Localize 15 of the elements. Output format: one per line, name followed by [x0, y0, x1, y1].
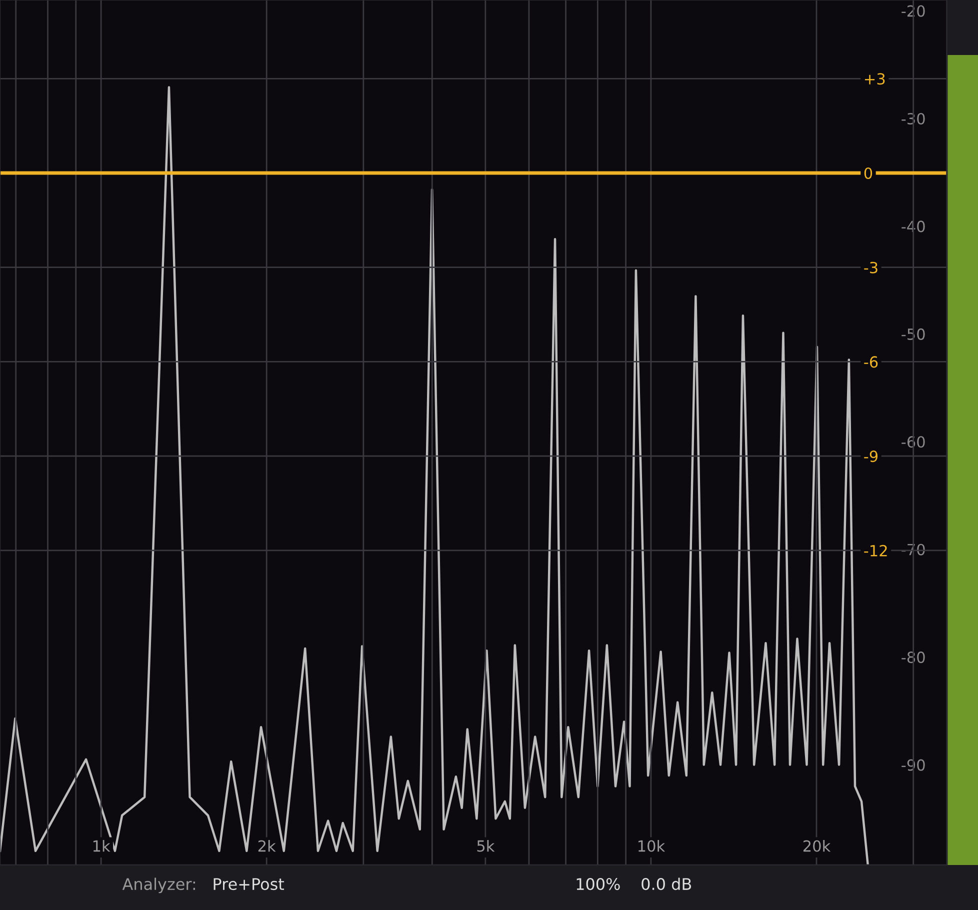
- text: 0.0 dB: [642, 878, 692, 890]
- y2-tick-label: 0: [864, 167, 872, 180]
- y2-tick-label: -6: [864, 356, 878, 368]
- x-tick-label: 20k: [803, 840, 831, 852]
- y2-tick-label: +3: [864, 73, 885, 85]
- y2-tick-label: -3: [864, 262, 878, 274]
- text: Pre+Post: [214, 878, 284, 890]
- text: 100%: [576, 878, 620, 890]
- x-tick-label: 10k: [638, 840, 666, 852]
- y2-tick-label: -9: [864, 450, 878, 462]
- y2-tick-label: -12: [864, 544, 887, 556]
- x-tick-label: 5k: [477, 840, 495, 852]
- x-tick-label: 2k: [258, 840, 276, 852]
- text: Analyzer:: [122, 878, 195, 894]
- x-tick-label: 1k: [93, 840, 110, 852]
